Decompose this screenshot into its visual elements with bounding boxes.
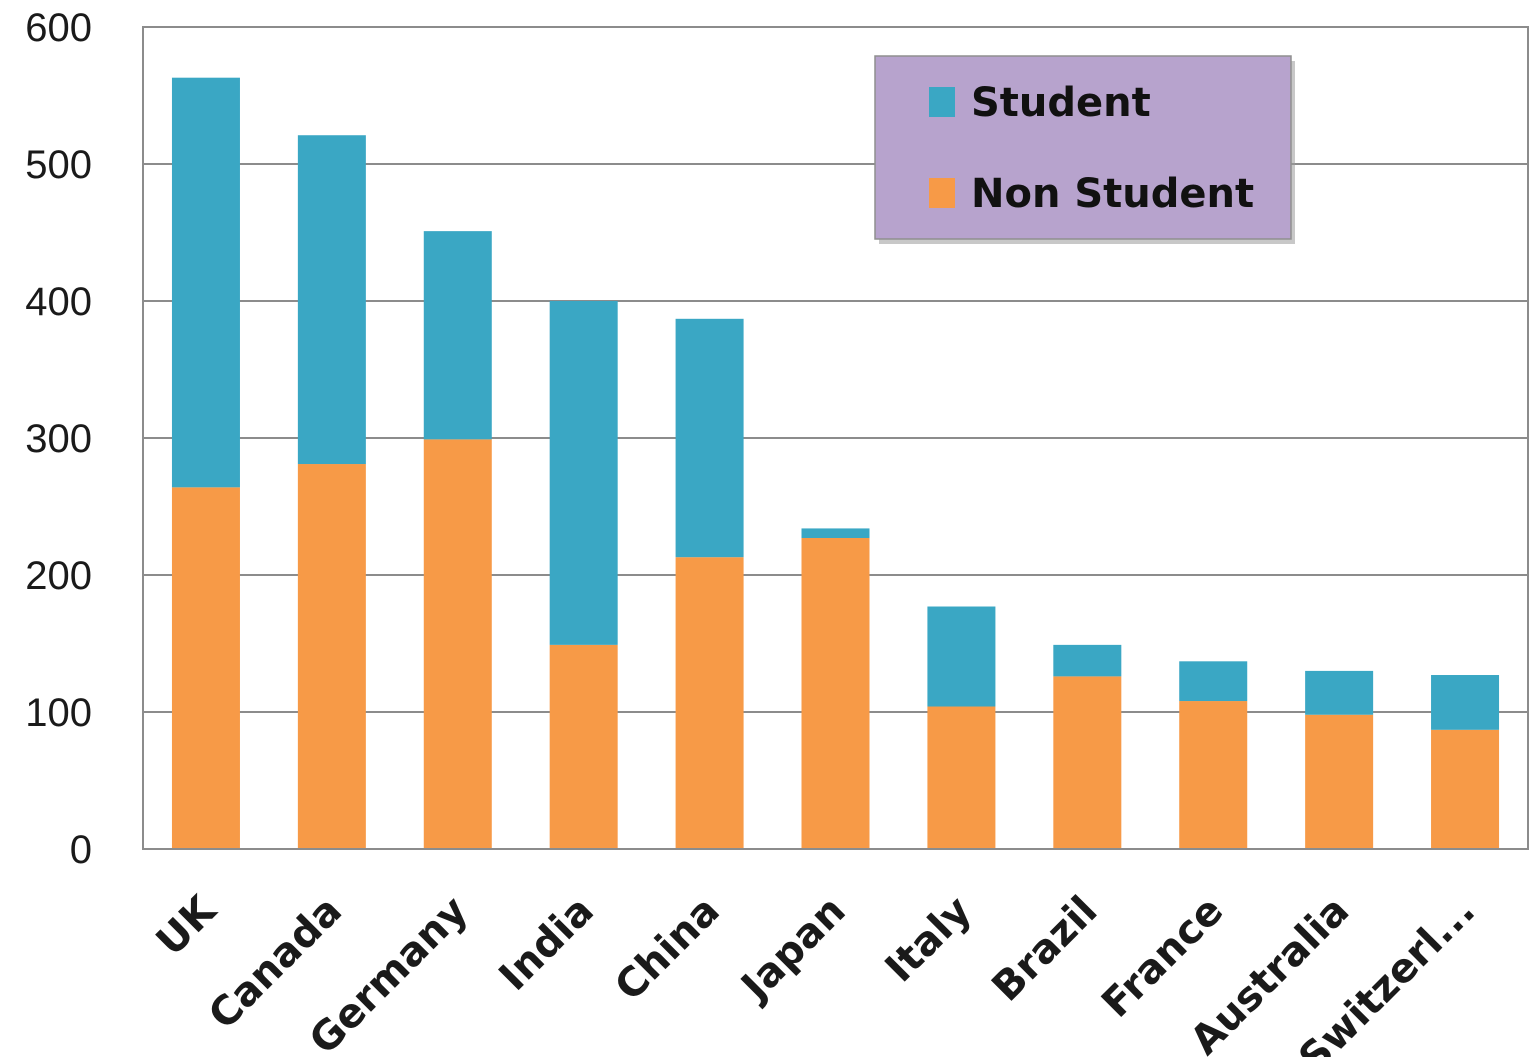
bar-student-france: [1179, 661, 1248, 702]
x-tick-label: UK: [148, 886, 227, 965]
bar-non-student-india: [549, 644, 618, 849]
bar-student-brazil: [1053, 644, 1122, 677]
bar-student-germany: [423, 231, 492, 440]
bar-student-switzerl: [1431, 675, 1500, 730]
axes: [142, 26, 1529, 850]
y-tick-label: 500: [25, 143, 92, 187]
bar-non-student-brazil: [1053, 676, 1122, 849]
bar-student-japan: [801, 528, 870, 539]
bar-student-italy: [927, 606, 996, 707]
bar-student-india: [549, 301, 618, 645]
legend: Student Non Student: [874, 55, 1295, 244]
bar-non-student-france: [1179, 701, 1248, 849]
y-tick-label: 100: [25, 691, 92, 735]
bar-non-student-china: [675, 557, 744, 849]
x-tick-label: Brazil: [983, 888, 1106, 1011]
bar-student-canada: [297, 135, 366, 465]
bar-non-student-uk: [171, 487, 240, 849]
legend-swatch-student: [929, 87, 955, 117]
plot-frame: [142, 26, 1529, 850]
bar-non-student-italy: [927, 706, 996, 849]
y-tick-labels: 0 100 200 300 400 500 600: [25, 6, 92, 872]
y-tick-label: 0: [70, 828, 92, 872]
legend-label-non-student: Non Student: [971, 171, 1254, 217]
x-tick-label: Japan: [731, 888, 855, 1012]
bars: [171, 77, 1500, 849]
bar-student-australia: [1305, 670, 1374, 715]
x-tick-label: India: [491, 888, 603, 1000]
bar-non-student-canada: [297, 464, 366, 849]
legend-swatch-non-student: [929, 178, 955, 208]
legend-label-student: Student: [971, 80, 1151, 126]
bar-non-student-australia: [1305, 714, 1374, 849]
x-tick-label: China: [606, 888, 728, 1010]
x-tick-label: Italy: [877, 888, 981, 992]
legend-box: [874, 55, 1292, 240]
bar-student-china: [675, 318, 744, 558]
bar-student-uk: [171, 77, 240, 488]
y-tick-label: 300: [25, 417, 92, 461]
bar-non-student-switzerl: [1431, 729, 1500, 849]
y-tick-label: 200: [25, 554, 92, 598]
bar-non-student-japan: [801, 538, 870, 849]
y-tick-label: 400: [25, 280, 92, 324]
y-tick-label: 600: [25, 6, 92, 50]
bar-non-student-germany: [423, 439, 492, 849]
